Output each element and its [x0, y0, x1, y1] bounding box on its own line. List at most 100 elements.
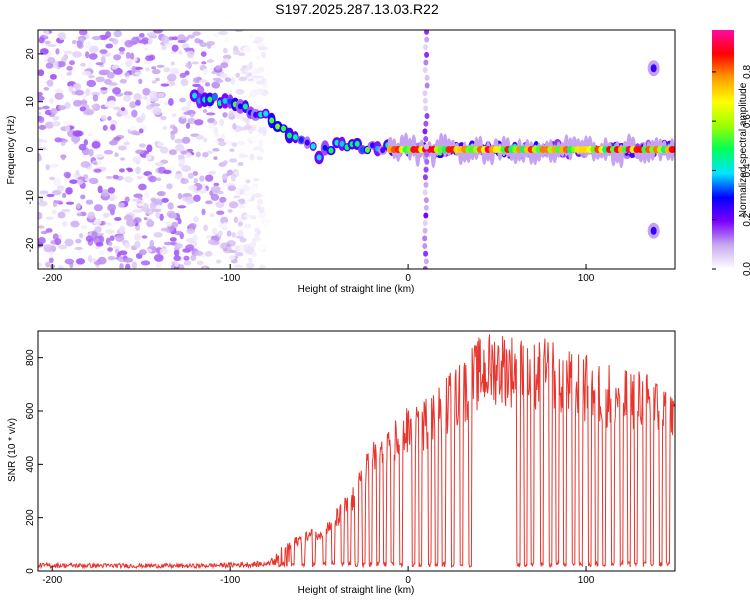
spectrogram-band-blob	[422, 235, 428, 242]
spectrogram-noise-blob	[165, 221, 173, 227]
spectrogram-noise-blob	[244, 223, 252, 229]
spectrogram-band-blob	[423, 212, 429, 219]
spectrogram-noise-blob	[54, 88, 64, 93]
spectrogram-noise-blob	[192, 234, 198, 242]
spectrogram-noise-blob	[86, 79, 97, 88]
spectrogram-noise-blob	[123, 114, 133, 119]
spectrogram-noise-blob	[151, 80, 157, 84]
spectrogram-noise-blob	[100, 114, 107, 122]
spectrogram-noise-blob	[232, 122, 237, 130]
spectrogram-noise-blob	[38, 211, 43, 220]
spectrogram-noise-blob	[114, 247, 120, 254]
colorbar: 0.0 0.2 0.4 0.6 0.8 Normalized spectral ampl…	[712, 30, 750, 276]
spectrogram-noise-blob	[228, 201, 239, 209]
spectrogram-noise-blob	[220, 62, 229, 69]
spectrogram-noise-blob	[46, 79, 54, 87]
spectrogram-noise-blob	[141, 235, 148, 239]
spectrogram-noise-blob	[155, 262, 162, 269]
spectrogram-noise-blob	[88, 53, 98, 60]
spectrogram-noise-blob	[256, 198, 264, 205]
spectrogram-ridge-core	[364, 146, 370, 153]
spectrogram-noise-blob	[248, 61, 253, 70]
spectrogram-noise-blob	[170, 61, 175, 66]
spectrogram-noise-blob	[143, 217, 148, 221]
spectrogram-noise-blob	[56, 61, 66, 68]
spectrogram-noise-blob	[65, 187, 73, 195]
spectrogram-ridge-core	[275, 123, 281, 130]
spectrogram-noise-blob	[258, 66, 265, 73]
spectrogram-noise-blob	[189, 113, 195, 118]
spectrogram-noise-blob	[197, 85, 205, 94]
spectrogram-noise-blob	[135, 166, 141, 175]
spectrogram-noise-blob	[185, 244, 195, 251]
spectrogram-noise-blob	[229, 158, 238, 163]
spectrogram-noise-blob	[143, 190, 150, 199]
spectrogram-noise-blob	[81, 70, 92, 76]
spectrogram-noise-blob	[219, 118, 225, 127]
spectrogram-noise-blob	[119, 51, 125, 55]
spectrogram-noise-blob	[38, 106, 44, 111]
spectrogram-band-blob	[422, 227, 428, 234]
spectrogram-noise-blob	[174, 230, 183, 236]
spectrogram-noise-blob	[220, 72, 228, 79]
spectrogram-noise-blob	[108, 100, 116, 107]
spectrogram-noise-blob	[255, 105, 264, 111]
spectrogram-band-blob	[423, 105, 429, 112]
spectrogram-noise-blob	[162, 169, 172, 174]
spectrogram-noise-blob	[234, 30, 244, 33]
spectrogram-noise-blob	[239, 154, 249, 158]
spectrogram-noise-blob	[262, 84, 268, 89]
spectrogram-noise-blob	[98, 250, 105, 255]
spectrogram-band-blob	[423, 204, 429, 211]
spectrogram-noise-blob	[83, 110, 94, 116]
spectrogram-noise-blob	[232, 50, 241, 56]
spectrogram-noise-blob	[202, 68, 208, 75]
spectrogram-noise-blob	[145, 55, 154, 62]
spectrogram-noise-blob	[125, 60, 133, 68]
spectrogram-noise-blob	[101, 69, 111, 74]
spectrogram-noise-blob	[181, 165, 192, 172]
spectrogram-noise-blob	[87, 255, 93, 263]
spectrogram-band-blob	[424, 82, 430, 89]
spectrogram-noise-blob	[227, 185, 237, 192]
spectrogram-noise-blob	[156, 64, 165, 68]
spectrogram-noise-blob	[234, 252, 244, 257]
spectrogram-noise-blob	[227, 89, 233, 96]
spectrogram-noise-blob	[254, 192, 263, 198]
spectrogram-noise-blob	[138, 128, 144, 134]
spectrogram-noise-blob	[135, 99, 141, 106]
snr-y-ticks: 0 200 400 600 800	[25, 349, 43, 574]
spectrogram-noise-blob	[177, 34, 186, 42]
spectrogram-noise-blob	[77, 176, 86, 180]
spectrogram-noise-blob	[171, 113, 177, 118]
spectrogram-noise-blob	[178, 97, 187, 103]
spectrogram-noise-blob	[238, 198, 246, 205]
spectrogram-noise-blob	[119, 225, 125, 234]
spectrogram-noise-blob	[191, 61, 199, 65]
snr-frame	[37, 330, 676, 572]
spectrogram-noise-blob	[206, 59, 214, 63]
spectrogram-noise-blob	[150, 197, 157, 203]
spectrogram-band-blob	[424, 158, 430, 165]
spectrogram-noise-blob	[91, 104, 97, 109]
spectrogram-noise-blob	[243, 214, 253, 218]
spectrogram-noise-blob	[215, 79, 224, 83]
spectrogram-noise-blob	[38, 124, 47, 130]
spectrogram-noise-blob	[38, 116, 45, 124]
spectrogram-noise-blob	[108, 85, 113, 91]
spectrogram-noise-blob	[213, 132, 220, 138]
spectrogram-noise-blob	[255, 80, 265, 85]
spectrogram-noise-blob	[247, 80, 256, 85]
spectrogram-noise-blob	[123, 141, 130, 146]
spectrogram-noise-blob	[71, 134, 81, 143]
spectrogram-noise-blob	[141, 37, 149, 42]
snr-y-tick-label: 800	[25, 349, 36, 366]
spectrogram-noise-blob	[78, 143, 87, 151]
spectrogram-noise-blob	[120, 157, 125, 161]
spectrogram-noise-blob	[253, 177, 260, 182]
spectrogram-noise-blob	[257, 245, 265, 252]
spectrogram-noise-blob	[93, 204, 103, 212]
spectrogram-noise-blob	[203, 224, 208, 232]
